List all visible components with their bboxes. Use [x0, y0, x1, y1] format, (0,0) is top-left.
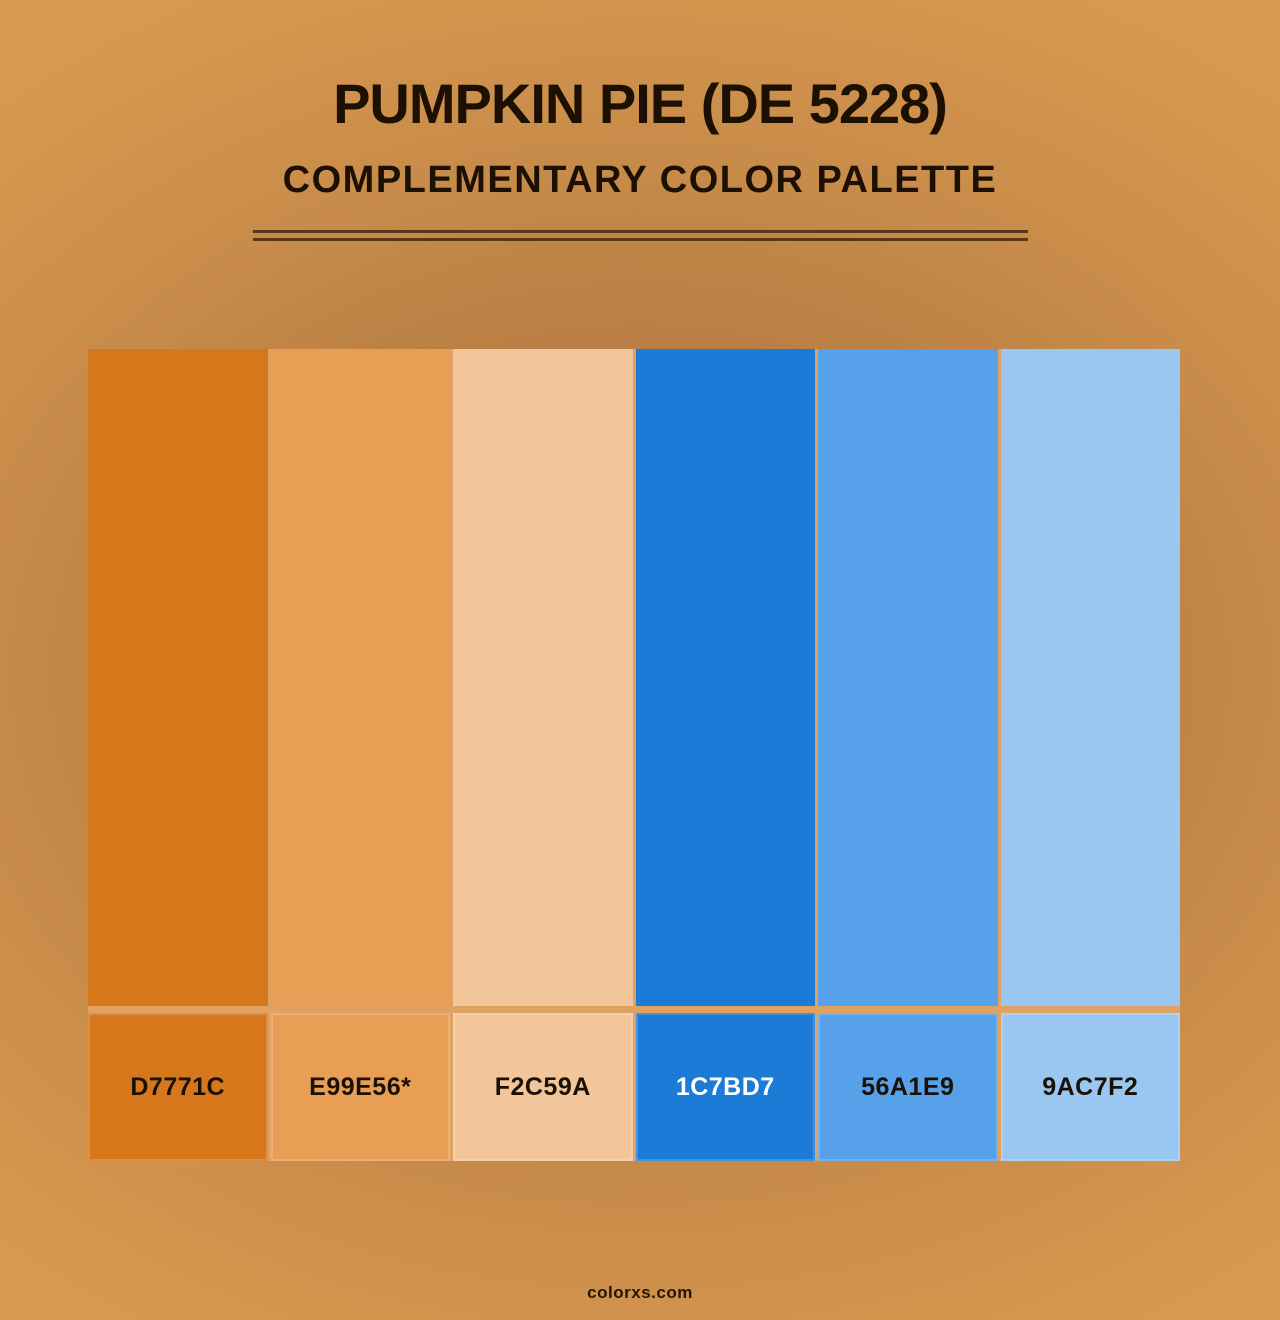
swatch-label-tile: E99E56*: [270, 1013, 450, 1161]
palette-grid: D7771C E99E56* F2C59A 1C7BD7 56A1E9 9AC7…: [88, 349, 1180, 1161]
swatch-hex-label: 56A1E9: [861, 1072, 955, 1101]
swatch-label-tile: 56A1E9: [818, 1013, 998, 1161]
swatch-column: [1000, 349, 1180, 1006]
page-subtitle: COMPLEMENTARY COLOR PALETTE: [282, 159, 998, 201]
swatch-column: [635, 349, 815, 1006]
swatch-label-tile: D7771C: [88, 1013, 268, 1161]
title-divider: [253, 230, 1028, 241]
swatch-label-tile: 1C7BD7: [635, 1013, 815, 1161]
swatch-label-tile: 9AC7F2: [1000, 1013, 1180, 1161]
swatch-column: [818, 349, 998, 1006]
swatch-hex-label: E99E56*: [309, 1072, 412, 1101]
swatch-label-tile: F2C59A: [453, 1013, 633, 1161]
swatch-hex-label: F2C59A: [494, 1072, 591, 1101]
swatch-hex-label: D7771C: [130, 1072, 226, 1101]
swatch-hex-label: 1C7BD7: [675, 1072, 775, 1101]
swatch-column: [453, 349, 633, 1006]
page-title: PUMPKIN PIE (DE 5228): [333, 72, 948, 135]
swatch-column: [88, 349, 268, 1006]
swatch-column: [270, 349, 450, 1006]
swatch-hex-label: 9AC7F2: [1042, 1072, 1139, 1101]
watermark-text: colorxs.com: [587, 1283, 693, 1302]
